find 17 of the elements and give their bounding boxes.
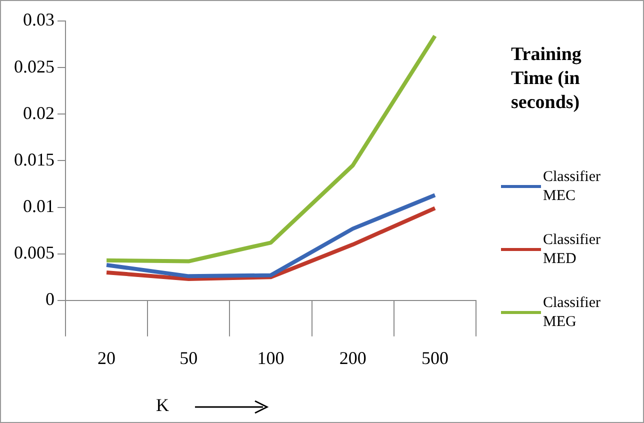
x-tick-label: 500 [421,348,448,368]
y-tick-label: 0 [46,289,54,310]
legend-title: Training Time (in seconds) [511,43,582,115]
x-tick-label: 50 [180,348,198,368]
legend-label: Classifier MEG [543,294,602,332]
y-tick-label: 0.03 [23,10,54,30]
y-tick-label: 0.005 [14,242,54,263]
y-tick-label: 0.025 [14,56,54,76]
x-tick-label: 200 [339,348,366,368]
x-tick-label: 100 [257,348,284,368]
legend-label: Classifier MEC [543,168,602,206]
y-tick-label: 0.01 [23,196,54,216]
y-tick-label: 0.015 [14,149,54,170]
x-tick-label: 20 [98,348,116,368]
x-axis-title: K [156,395,169,416]
y-tick-label: 0.02 [23,102,54,123]
legend-label: Classifier MED [543,230,602,268]
